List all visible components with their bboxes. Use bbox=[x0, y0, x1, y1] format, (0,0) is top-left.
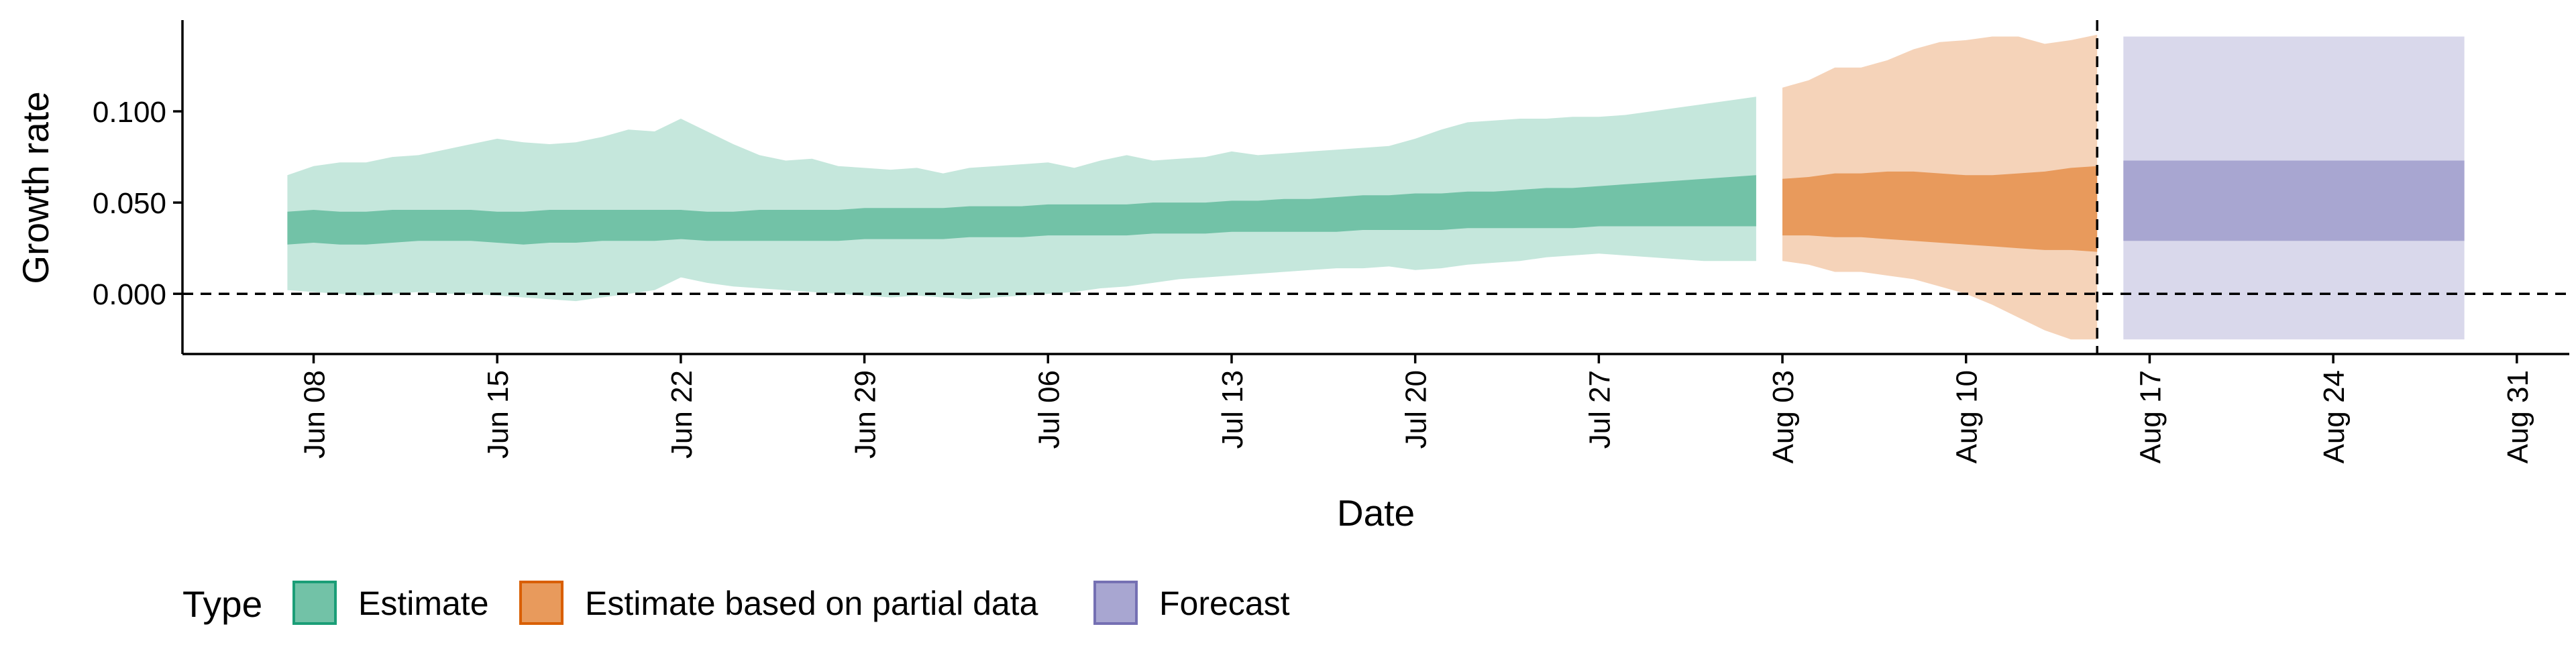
y-tick-label: 0.050 bbox=[93, 187, 166, 220]
legend: Type Estimate Estimate based on partial d… bbox=[182, 581, 1290, 625]
x-tick-label: Aug 24 bbox=[2318, 370, 2351, 463]
x-tick-label: Jul 20 bbox=[1400, 370, 1433, 449]
forecast-inner-band bbox=[2123, 160, 2465, 241]
estimate-based-on-partial-data-inner-band bbox=[1782, 166, 2098, 252]
x-tick-label: Aug 10 bbox=[1951, 370, 1984, 463]
x-tick-label: Jun 29 bbox=[849, 370, 882, 459]
y-axis-title: Growth rate bbox=[15, 91, 56, 284]
legend-title: Type bbox=[182, 583, 262, 625]
axes bbox=[181, 20, 2569, 355]
x-tick-label: Jun 15 bbox=[482, 370, 515, 459]
x-tick-label: Aug 03 bbox=[1767, 370, 1800, 463]
x-tick-label: Jul 13 bbox=[1216, 370, 1249, 449]
y-tick-label: 0.100 bbox=[93, 96, 166, 129]
x-tick-label: Aug 17 bbox=[2134, 370, 2167, 463]
x-tick-label: Jul 27 bbox=[1583, 370, 1616, 449]
x-tick-label: Aug 31 bbox=[2502, 370, 2534, 463]
x-tick-label: Jun 22 bbox=[665, 370, 698, 459]
estimate-inner-band bbox=[287, 175, 1756, 245]
bands-layer bbox=[287, 34, 2465, 340]
legend-swatch-forecast bbox=[1093, 581, 1138, 625]
legend-swatch-estimate-based-on-partial-data bbox=[519, 581, 564, 625]
x-ticks: Jun 08 Jun 15 Jun 22 Jun 29 Jul 06 Jul 13 Jul … bbox=[299, 354, 2534, 463]
reference-lines bbox=[182, 20, 2569, 354]
legend-label-forecast: Forecast bbox=[1159, 585, 1290, 622]
x-tick-label: Jul 06 bbox=[1032, 370, 1065, 449]
estimate-outer-band bbox=[287, 97, 1756, 302]
x-axis-title: Date bbox=[1337, 492, 1415, 534]
legend-label-estimate-based-on-partial-data: Estimate based on partial data bbox=[585, 585, 1038, 622]
legend-label-estimate: Estimate bbox=[358, 585, 489, 622]
y-tick-label: 0.000 bbox=[93, 278, 166, 311]
legend-swatch-estimate bbox=[292, 581, 337, 625]
y-ticks: 0.000 0.050 0.100 bbox=[93, 96, 182, 311]
x-tick-label: Jun 08 bbox=[299, 370, 331, 459]
